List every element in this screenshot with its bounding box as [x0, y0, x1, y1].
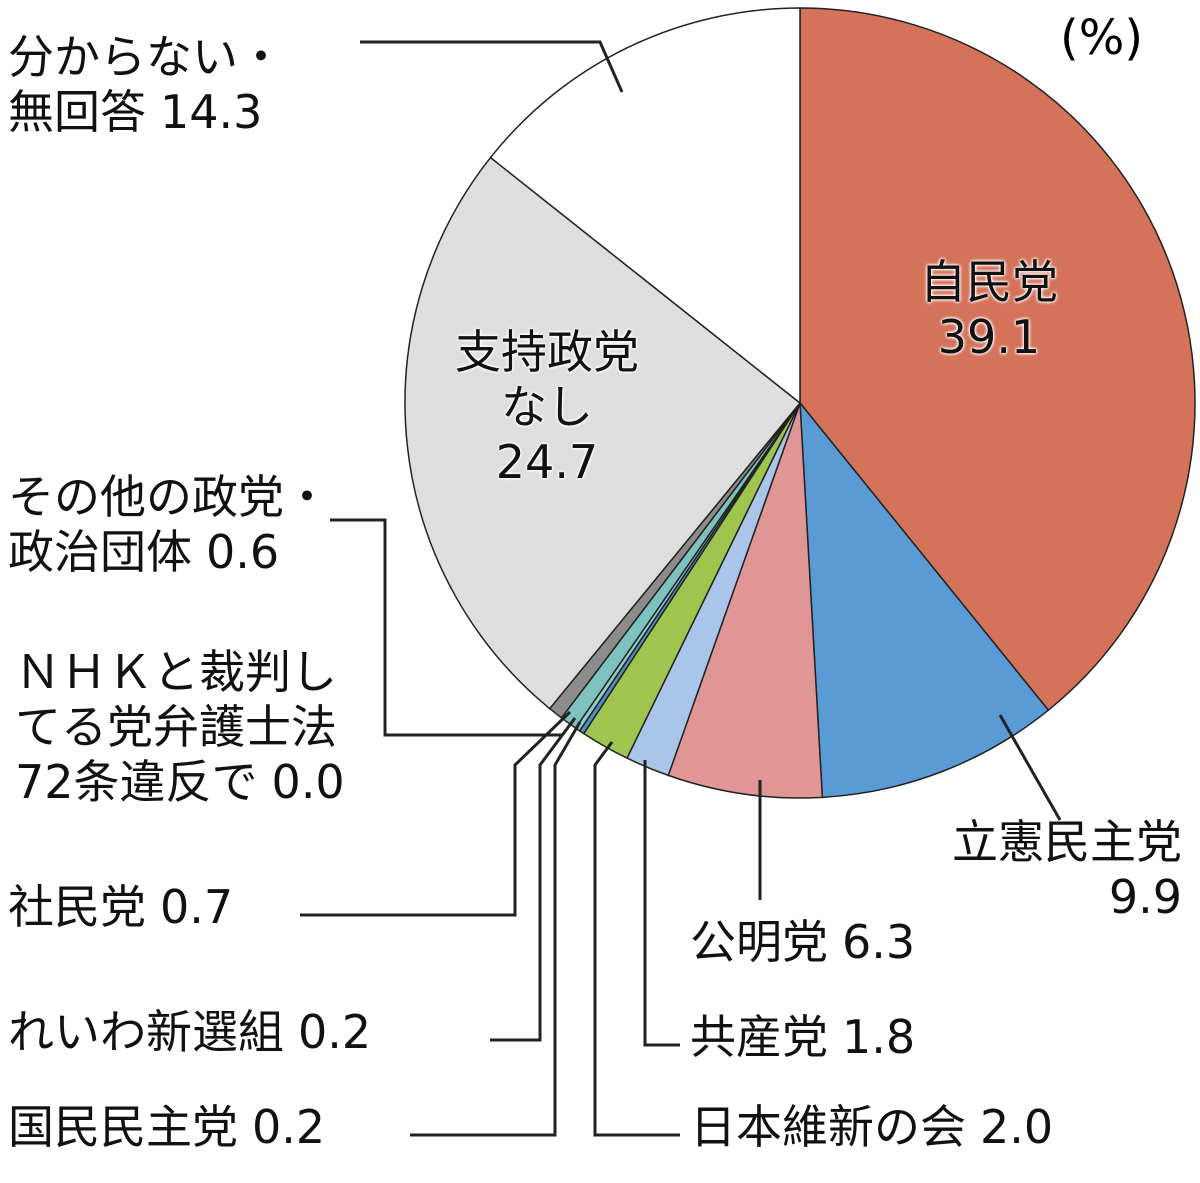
leader-line: [330, 518, 562, 737]
slice-label: 日本維新の会 2.0: [690, 1100, 1053, 1155]
leader-line: [998, 714, 1062, 821]
value-label: 24.7: [495, 435, 599, 490]
category-name: 社民党: [8, 880, 146, 934]
slice-label: 立憲民主党 9.9: [952, 815, 1182, 925]
slice-label: 自民党 39.1: [920, 255, 1058, 365]
value-label: 0.0: [271, 755, 345, 810]
leader-line: [490, 717, 577, 1042]
value-label: 6.3: [842, 915, 916, 969]
value-label: 0.7: [160, 880, 234, 934]
leader-line: [300, 710, 572, 917]
leader-line: [643, 760, 680, 1047]
leader-line: [593, 741, 680, 1137]
value-label: 39.1: [937, 310, 1041, 365]
slice-label: 分からない・ 無回答 14.3: [8, 30, 284, 140]
value-label: 0.2: [252, 1100, 326, 1154]
slice-label: れいわ新選組 0.2: [8, 1005, 371, 1060]
value-label: 0.6: [206, 525, 280, 580]
slice-label: 社民党 0.7: [8, 880, 233, 935]
value-label: 1.8: [842, 1010, 916, 1064]
category-name: 共産党: [690, 1010, 828, 1064]
value-label: 2.0: [980, 1100, 1054, 1154]
slice-label: ＮＨＫと裁判し てる党弁護士法 72条違反で 0.0: [15, 645, 345, 811]
category-name: 立憲民主党: [952, 815, 1182, 869]
pie-slice: [799, 400, 1050, 799]
slice-label: その他の政党・ 政治団体 0.6: [8, 470, 330, 580]
category-name: ＮＨＫと裁判し てる党弁護士法 72条違反で: [15, 645, 337, 810]
pie-slice: [404, 156, 802, 710]
category-name: その他の政党・ 政治団体: [8, 470, 330, 580]
value-label: 0.2: [298, 1005, 372, 1059]
slice-label: 国民民主党 0.2: [8, 1100, 325, 1155]
value-label: 14.3: [160, 85, 263, 140]
category-name: 日本維新の会: [690, 1100, 966, 1154]
leader-line: [410, 721, 582, 1137]
pie-slice: [489, 7, 801, 405]
pie-slice: [667, 402, 824, 799]
slice-label: 共産党 1.8: [690, 1010, 915, 1065]
slice-label: 公明党 6.3: [690, 915, 915, 970]
category-name: れいわ新選組: [8, 1005, 284, 1059]
category-name: 国民民主党: [8, 1100, 238, 1154]
unit-label: (%): [1060, 10, 1144, 66]
value-label: 9.9: [1108, 870, 1182, 925]
category-name: 分からない・ 無回答: [8, 30, 284, 140]
category-name: 公明党: [690, 915, 828, 969]
category-name: 自民党: [920, 255, 1058, 309]
slice-label: 支持政党 なし 24.7: [455, 325, 639, 491]
category-name: 支持政党 なし: [455, 325, 639, 435]
pie-slice: [799, 7, 1196, 712]
leader-line: [360, 40, 624, 93]
